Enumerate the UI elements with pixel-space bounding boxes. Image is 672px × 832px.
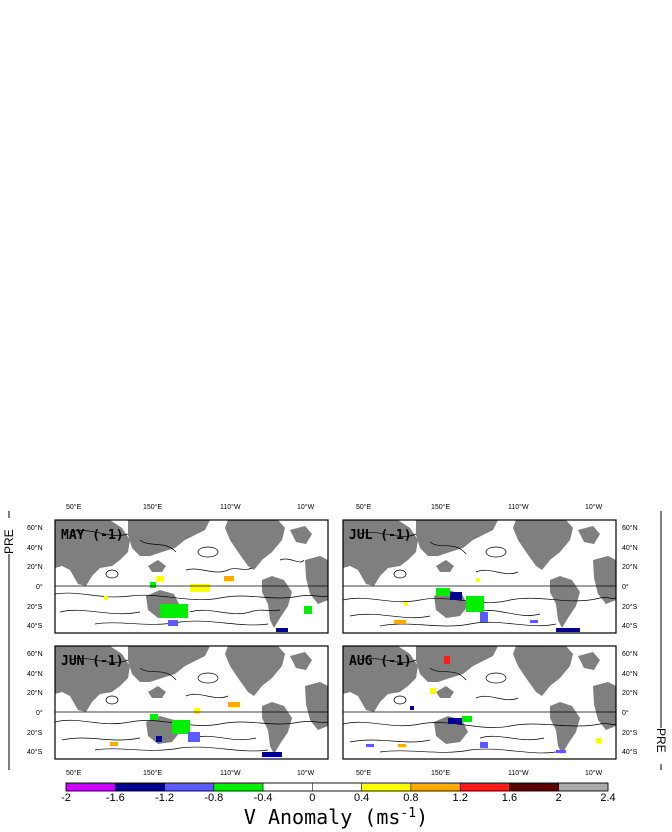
- lon-label: 150°E: [431, 769, 450, 777]
- lat-label: 20°N: [622, 563, 638, 571]
- lat-labels-bottom-right: 60°N 40°N 20°N 0° 20°S 40°S: [622, 650, 638, 756]
- map-panel-jun: JUN (-1): [54, 645, 329, 760]
- colorbar-tick-label: -1.2: [155, 792, 174, 804]
- lat-label: 60°N: [622, 524, 638, 532]
- colorbar-tick-label: -2: [61, 792, 71, 804]
- lat-label: 40°S: [622, 748, 638, 756]
- figure-title: V Anomaly (ms-1): [244, 805, 428, 829]
- lon-label: 10°W: [297, 503, 315, 511]
- panel-label-aug: AUG (-1): [349, 654, 412, 669]
- colorbar-segments: [65, 782, 609, 792]
- colorbar-tick-label: 2: [556, 792, 562, 804]
- figure-title-superscript: -1: [400, 806, 416, 821]
- lat-label: 60°N: [27, 524, 43, 532]
- lat-label: 20°N: [27, 689, 43, 697]
- colorbar-segment: [262, 782, 313, 792]
- colorbar-segment: [361, 782, 412, 792]
- colorbar-frame: [65, 782, 609, 792]
- colorbar-tick-label: 0.8: [403, 792, 418, 804]
- lon-label: 150°E: [431, 503, 450, 511]
- panel-label-jun: JUN (-1): [61, 654, 124, 669]
- top-lon-labels-right: 50°E 150°E 110°W 10°W: [356, 503, 603, 511]
- side-label-left-text: PRE: [2, 529, 16, 554]
- panel-label-may: MAY (-1): [61, 528, 124, 543]
- colorbar-tick-label: 1.6: [502, 792, 517, 804]
- lon-label: 50°E: [356, 769, 372, 777]
- lon-label: 110°W: [508, 503, 529, 511]
- lat-labels-top-right: 60°N 40°N 20°N 0° 20°S 40°S: [622, 524, 638, 630]
- lat-label: 0°: [36, 709, 43, 717]
- figure-title-text: V Anomaly (ms: [244, 805, 401, 829]
- lon-label: 10°W: [297, 769, 315, 777]
- lat-labels-top-left: 60°N 40°N 20°N 0° 20°S 40°S: [27, 524, 43, 630]
- colorbar-tick-label: 0: [309, 792, 315, 804]
- lat-label: 20°N: [622, 689, 638, 697]
- colorbar-tick-label: -0.4: [254, 792, 273, 804]
- colorbar-tick-label: -0.8: [204, 792, 223, 804]
- map-panel-aug: AUG (-1): [342, 645, 617, 760]
- lon-label: 50°E: [356, 503, 372, 511]
- contour-lines: [343, 658, 616, 754]
- anomaly-patches: [394, 578, 580, 632]
- map-panel-jul: JUL (-1): [342, 519, 617, 634]
- lat-label: 20°S: [27, 729, 43, 737]
- contour-lines: [55, 530, 328, 626]
- lat-label: 60°N: [622, 650, 638, 658]
- colorbar-segment: [558, 782, 609, 792]
- side-label-right-text: PRE: [654, 728, 668, 753]
- figure-title-close: ): [416, 805, 428, 829]
- lon-label: 150°E: [143, 503, 162, 511]
- lat-label: 40°S: [622, 622, 638, 630]
- anomaly-patches: [366, 656, 602, 753]
- lat-label: 0°: [622, 583, 629, 591]
- colorbar-tick-label: 1.2: [453, 792, 468, 804]
- lon-label: 10°W: [585, 503, 603, 511]
- lon-label: 150°E: [143, 769, 162, 777]
- colorbar-tick-label: -1.6: [106, 792, 125, 804]
- lat-labels-bottom-left: 60°N 40°N 20°N 0° 20°S 40°S: [27, 650, 43, 756]
- lon-label: 50°E: [66, 769, 82, 777]
- colorbar: -2 -1.6 -1.2 -0.8 -0.4 0 0.4 0.8 1.2 1.6 2 2.4: [61, 782, 616, 804]
- colorbar-tick-label: 2.4: [600, 792, 615, 804]
- colorbar-tick-labels: -2 -1.6 -1.2 -0.8 -0.4 0 0.4 0.8 1.2 1.6 2 2.4: [61, 792, 616, 804]
- side-label-left: PRE: [2, 511, 17, 770]
- lat-label: 20°N: [27, 563, 43, 571]
- anomaly-patches: [104, 576, 312, 632]
- lon-label: 50°E: [66, 503, 82, 511]
- lat-label: 40°N: [27, 670, 43, 678]
- side-label-right: PRE: [654, 511, 669, 770]
- bottom-lon-labels-right: 50°E 150°E 110°W 10°W: [356, 769, 603, 777]
- lat-label: 40°N: [622, 544, 638, 552]
- lat-label: 20°S: [27, 603, 43, 611]
- lon-label: 110°W: [220, 769, 241, 777]
- colorbar-segment: [213, 782, 264, 792]
- anomaly-patches: [110, 702, 282, 757]
- top-lon-labels-left: 50°E 150°E 110°W 10°W: [66, 503, 315, 511]
- colorbar-segment: [312, 782, 362, 792]
- lat-label: 20°S: [622, 729, 638, 737]
- colorbar-segment: [65, 782, 116, 792]
- colorbar-tick-label: 0.4: [354, 792, 369, 804]
- lat-label: 40°S: [27, 748, 43, 756]
- lat-label: 40°N: [622, 670, 638, 678]
- bottom-lon-labels-left: 50°E 150°E 110°W 10°W: [66, 769, 315, 777]
- colorbar-segment: [410, 782, 461, 792]
- colorbar-segment: [164, 782, 215, 792]
- colorbar-segment: [459, 782, 510, 792]
- lat-label: 0°: [622, 709, 629, 717]
- panel-label-jul: JUL (-1): [349, 528, 412, 543]
- map-panel-may: MAY (-1): [54, 519, 329, 634]
- lon-label: 110°W: [508, 769, 529, 777]
- lat-label: 40°S: [27, 622, 43, 630]
- lat-label: 20°S: [622, 603, 638, 611]
- colorbar-segment: [115, 782, 165, 792]
- lat-label: 60°N: [27, 650, 43, 658]
- land-masses: [343, 646, 616, 754]
- lat-label: 40°N: [27, 544, 43, 552]
- lon-label: 10°W: [585, 769, 603, 777]
- lat-label: 0°: [36, 583, 43, 591]
- lon-label: 110°W: [220, 503, 241, 511]
- colorbar-segment: [509, 782, 559, 792]
